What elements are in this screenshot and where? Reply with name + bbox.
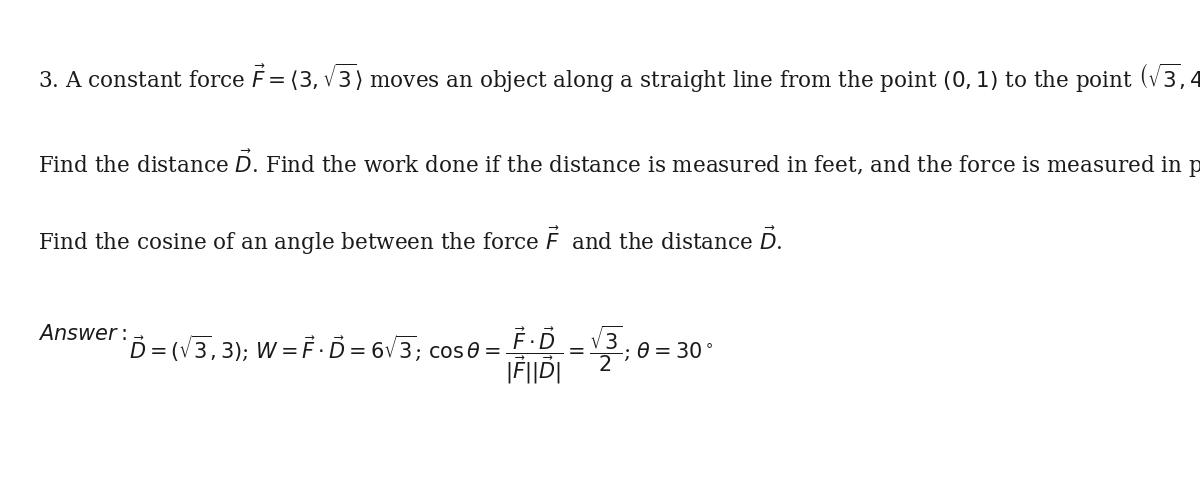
Text: <: <	[1111, 212, 1172, 282]
Text: Find the cosine of an angle between the force $\vec{F}$  and the distance $\vec{: Find the cosine of an angle between the …	[38, 225, 782, 257]
Text: $\vec{D} = (\sqrt{3},3)$; $W = \vec{F}\cdot\vec{D} = 6\sqrt{3}$; $\cos\theta = \: $\vec{D} = (\sqrt{3},3)$; $W = \vec{F}\c…	[130, 324, 714, 386]
Text: 3. A constant force $\vec{F} = \langle 3, \sqrt{3}\rangle$ moves an object along: 3. A constant force $\vec{F} = \langle 3…	[38, 62, 1200, 95]
Text: $\mathit{Answer:}$: $\mathit{Answer:}$	[38, 324, 127, 343]
Text: Find the distance $\vec{D}$. Find the work done if the distance is measured in f: Find the distance $\vec{D}$. Find the wo…	[38, 148, 1200, 180]
